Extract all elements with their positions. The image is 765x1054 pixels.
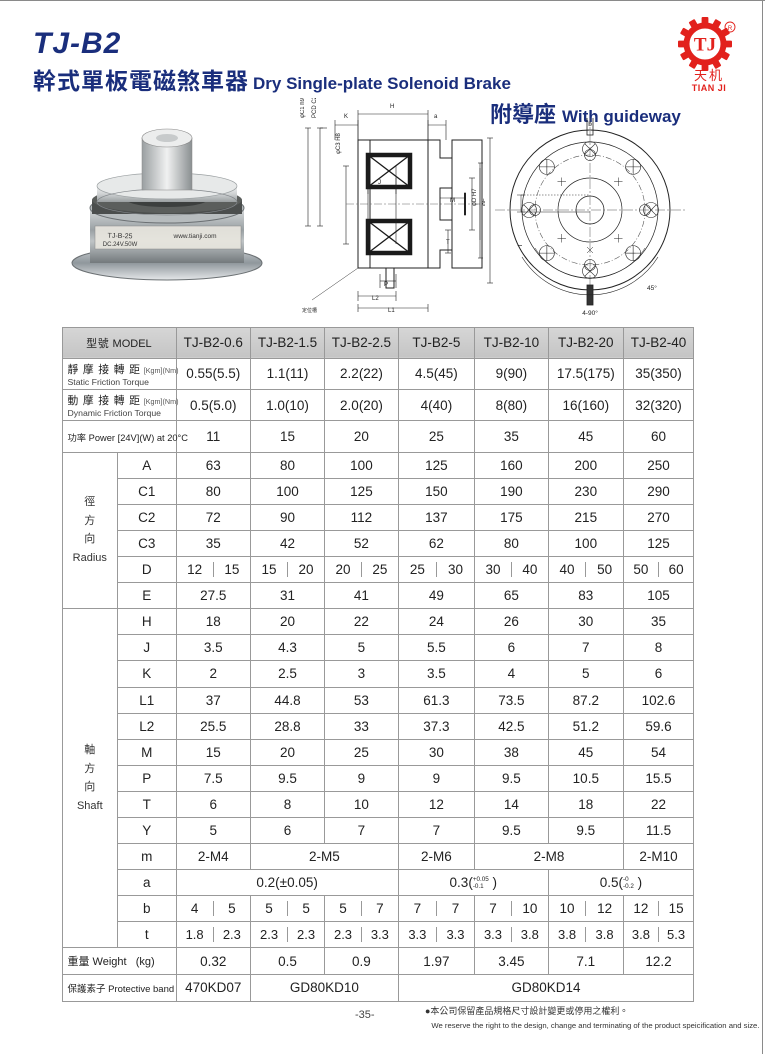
svg-text:定位槽: 定位槽 bbox=[302, 307, 317, 313]
svg-text:H: H bbox=[390, 104, 394, 110]
svg-text:a: a bbox=[434, 114, 438, 120]
svg-text:P: P bbox=[384, 282, 388, 288]
svg-text:φC3 H8: φC3 H8 bbox=[336, 132, 342, 154]
svg-text:DC.24V.50W: DC.24V.50W bbox=[103, 242, 138, 248]
svg-text:天机: 天机 bbox=[694, 68, 724, 83]
svg-text:TJ: TJ bbox=[694, 35, 716, 56]
svg-text:φC1 h9: φC1 h9 bbox=[300, 98, 306, 118]
svg-text:L1: L1 bbox=[388, 308, 395, 313]
svg-text:L2: L2 bbox=[372, 296, 379, 302]
svg-text:i: i bbox=[517, 245, 524, 246]
svg-text:www.tianji.com: www.tianji.com bbox=[173, 233, 217, 240]
svg-text:PCD C2: PCD C2 bbox=[312, 98, 318, 118]
svg-text:M: M bbox=[450, 198, 455, 204]
svg-text:TIAN JI: TIAN JI bbox=[692, 83, 727, 93]
svg-text:4-90°: 4-90° bbox=[582, 309, 598, 317]
svg-text:T: T bbox=[446, 240, 450, 246]
svg-text:b: b bbox=[588, 121, 592, 128]
svg-text:R: R bbox=[728, 26, 733, 32]
svg-text:TJ-B-25: TJ-B-25 bbox=[107, 233, 132, 241]
svg-text:45°: 45° bbox=[647, 284, 657, 292]
svg-text:J: J bbox=[378, 180, 381, 186]
svg-text:K: K bbox=[344, 114, 348, 120]
